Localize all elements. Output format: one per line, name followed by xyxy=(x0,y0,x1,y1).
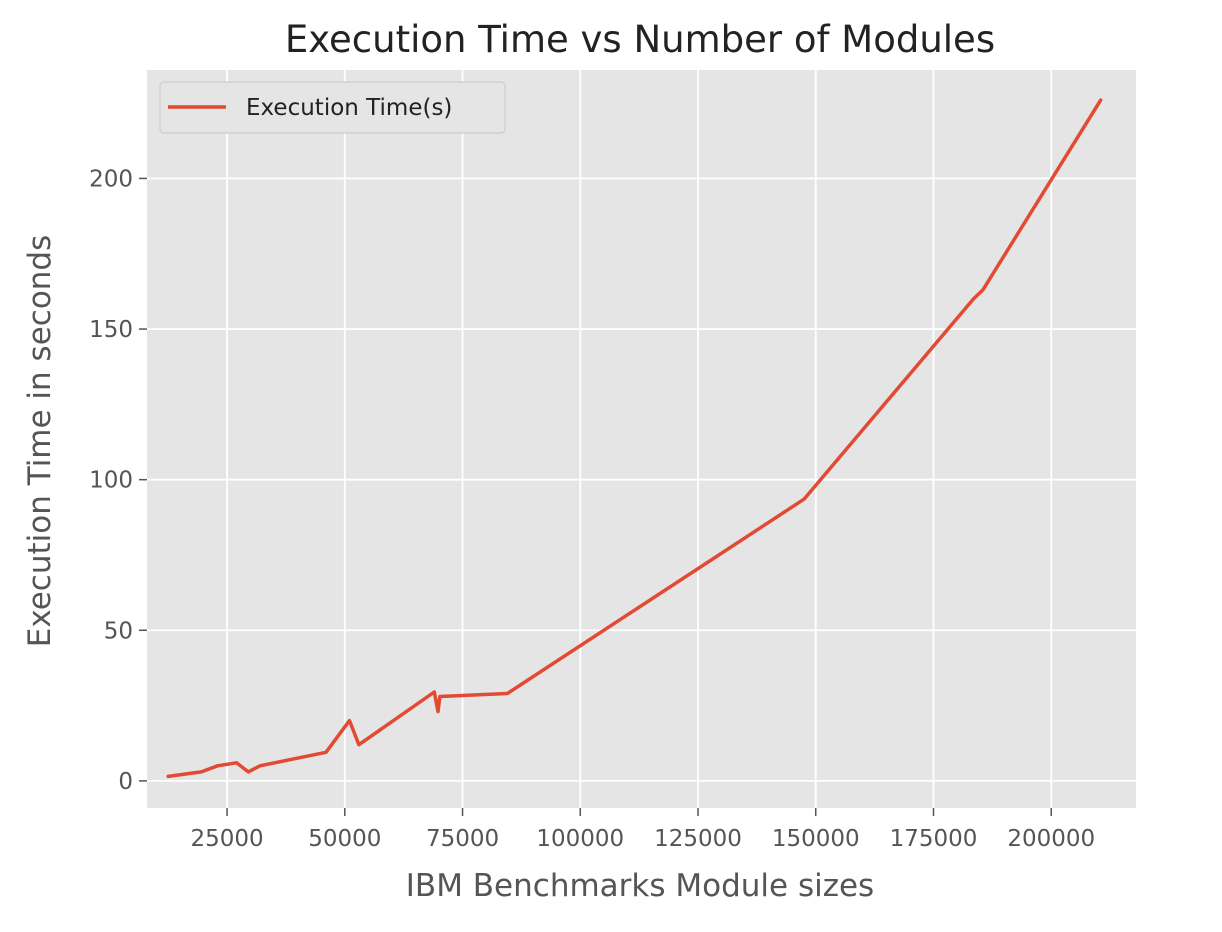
x-tick-label: 75000 xyxy=(426,826,499,852)
series-line-execution-time xyxy=(166,98,1103,779)
x-tick-label: 200000 xyxy=(1007,826,1095,852)
y-tick-label: 150 xyxy=(89,317,133,343)
x-tick-label: 125000 xyxy=(654,826,742,852)
y-tick-label: 200 xyxy=(89,166,133,192)
x-tick-label: 150000 xyxy=(772,826,860,852)
y-tick-label: 0 xyxy=(118,769,133,795)
plot-area xyxy=(147,70,1136,808)
x-tick-label: 25000 xyxy=(190,826,263,852)
y-axis-label: Execution Time in seconds xyxy=(22,235,58,648)
legend: Execution Time(s) xyxy=(159,81,506,134)
x-tick-label: 50000 xyxy=(308,826,381,852)
x-axis-label: IBM Benchmarks Module sizes xyxy=(406,868,874,904)
x-tick-label: 100000 xyxy=(536,826,624,852)
legend-box xyxy=(159,81,506,134)
chart-title: Execution Time vs Number of Modules xyxy=(285,18,995,61)
legend-label: Execution Time(s) xyxy=(246,95,452,121)
y-tick-label: 50 xyxy=(104,618,133,644)
y-tick-label: 100 xyxy=(89,468,133,494)
x-tick-label: 175000 xyxy=(890,826,978,852)
